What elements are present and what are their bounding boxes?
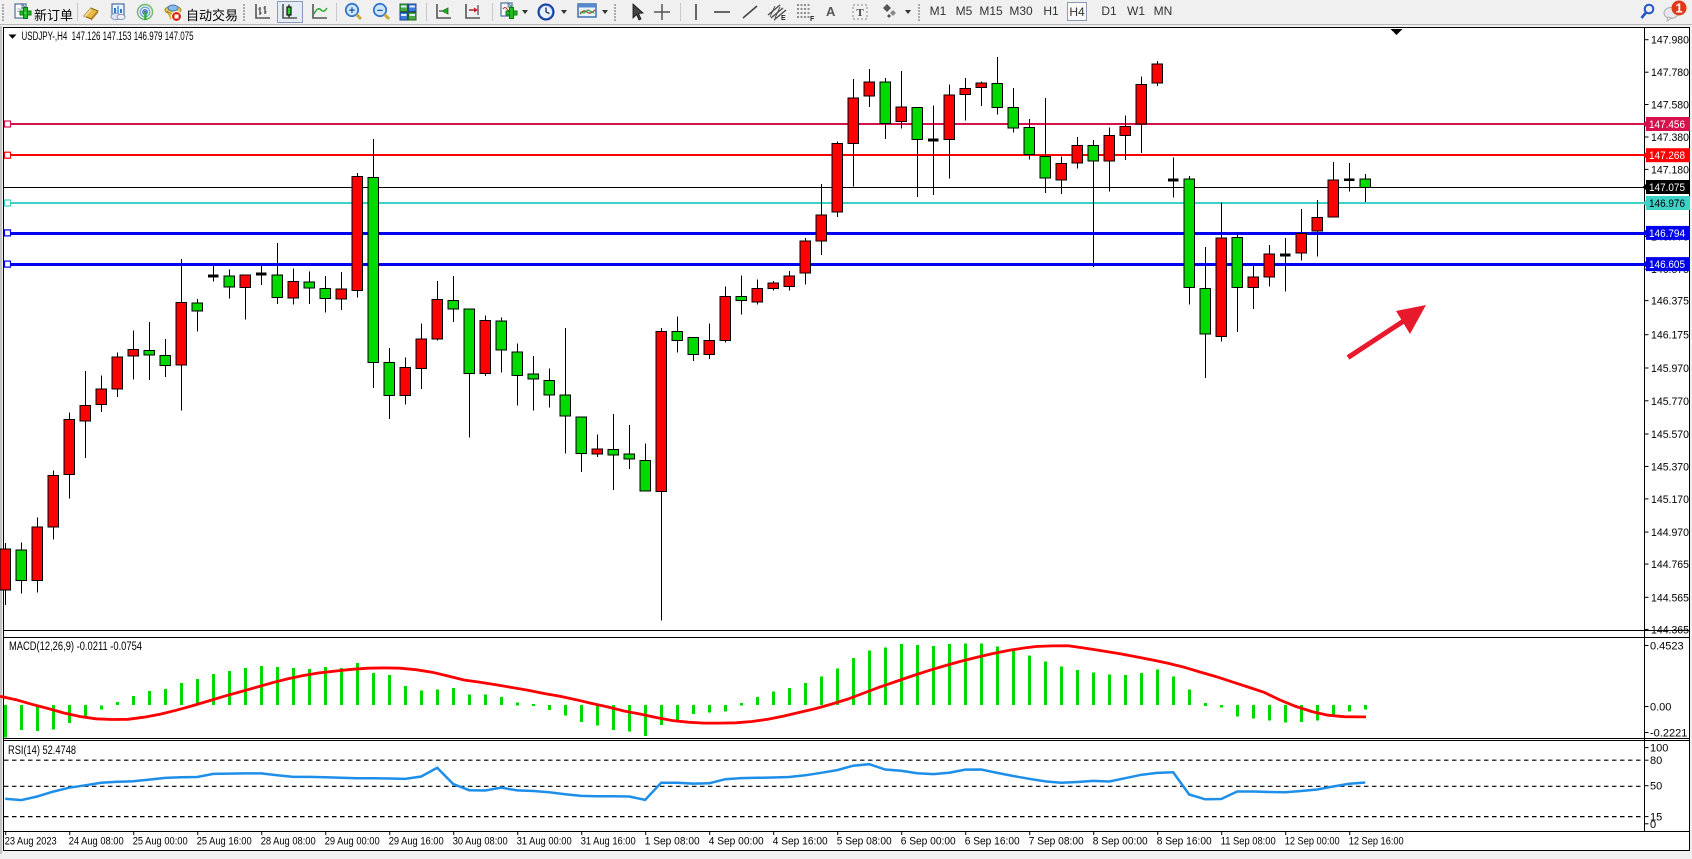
svg-text:147.180: 147.180 <box>1651 164 1689 176</box>
svg-text:1 Sep 08:00: 1 Sep 08:00 <box>645 836 700 848</box>
svg-text:31 Aug 16:00: 31 Aug 16:00 <box>581 836 636 848</box>
svg-text:146.794: 146.794 <box>1649 228 1685 240</box>
svg-text:+: + <box>349 5 355 17</box>
svg-text:8 Sep 00:00: 8 Sep 00:00 <box>1093 836 1148 848</box>
svg-text:MACD(12,26,9) -0.0211 -0.0754: MACD(12,26,9) -0.0211 -0.0754 <box>9 641 142 653</box>
svg-text:144.970: 144.970 <box>1651 527 1689 539</box>
svg-text:29 Aug 00:00: 29 Aug 00:00 <box>325 836 380 848</box>
svg-text:15: 15 <box>1650 812 1662 824</box>
svg-text:30 Aug 08:00: 30 Aug 08:00 <box>453 836 508 848</box>
svg-text:145.370: 145.370 <box>1651 461 1689 473</box>
svg-text:147.580: 147.580 <box>1651 100 1689 112</box>
svg-text:11 Sep 08:00: 11 Sep 08:00 <box>1221 836 1276 848</box>
svg-text:147.380: 147.380 <box>1651 132 1689 144</box>
svg-text:145.970: 145.970 <box>1651 363 1689 375</box>
svg-text:147.456: 147.456 <box>1649 119 1685 131</box>
svg-text:12 Sep 16:00: 12 Sep 16:00 <box>1349 836 1404 848</box>
svg-text:5 Sep 08:00: 5 Sep 08:00 <box>837 836 892 848</box>
svg-text:23 Aug 2023: 23 Aug 2023 <box>5 836 57 848</box>
svg-text:6 Sep 16:00: 6 Sep 16:00 <box>965 836 1020 848</box>
svg-text:0: 0 <box>1650 819 1656 831</box>
svg-text:145.570: 145.570 <box>1651 429 1689 441</box>
svg-text:4 Sep 00:00: 4 Sep 00:00 <box>709 836 764 848</box>
svg-text:USDJPY-,H4 147.126 147.153 14: USDJPY-,H4 147.126 147.153 146.979 147.0… <box>22 31 194 43</box>
svg-text:80: 80 <box>1650 755 1662 767</box>
svg-text:147.075: 147.075 <box>1649 182 1685 194</box>
svg-text:50: 50 <box>1650 781 1662 793</box>
svg-text:25 Aug 16:00: 25 Aug 16:00 <box>197 836 252 848</box>
svg-text:146.175: 146.175 <box>1651 330 1689 342</box>
svg-text:-0.2221: -0.2221 <box>1650 728 1687 740</box>
svg-text:F: F <box>810 16 815 23</box>
svg-text:1: 1 <box>1675 1 1682 16</box>
svg-text:8 Sep 16:00: 8 Sep 16:00 <box>1157 836 1212 848</box>
svg-text:100: 100 <box>1650 743 1668 755</box>
svg-text:0.4523: 0.4523 <box>1650 641 1684 653</box>
svg-text:28 Aug 08:00: 28 Aug 08:00 <box>261 836 316 848</box>
svg-text:31 Aug 00:00: 31 Aug 00:00 <box>517 836 572 848</box>
svg-text:T: T <box>856 7 864 19</box>
svg-text:146.375: 146.375 <box>1651 296 1689 308</box>
svg-text:RSI(14) 52.4748: RSI(14) 52.4748 <box>8 745 76 757</box>
svg-text:144.565: 144.565 <box>1651 592 1689 604</box>
svg-text:7 Sep 08:00: 7 Sep 08:00 <box>1029 836 1084 848</box>
svg-text:144.365: 144.365 <box>1651 624 1689 636</box>
svg-text:147.980: 147.980 <box>1651 35 1689 47</box>
svg-text:25 Aug 00:00: 25 Aug 00:00 <box>133 836 188 848</box>
svg-text:0.00: 0.00 <box>1650 702 1671 714</box>
svg-text:24 Aug 08:00: 24 Aug 08:00 <box>69 836 124 848</box>
svg-text:4 Sep 16:00: 4 Sep 16:00 <box>773 836 828 848</box>
svg-text:147.268: 147.268 <box>1649 150 1685 162</box>
svg-text:−: − <box>377 5 383 17</box>
svg-text:6 Sep 00:00: 6 Sep 00:00 <box>901 836 956 848</box>
svg-text:E: E <box>781 15 786 22</box>
svg-text:145.170: 145.170 <box>1651 494 1689 506</box>
svg-text:144.765: 144.765 <box>1651 559 1689 571</box>
svg-text:146.976: 146.976 <box>1649 198 1685 210</box>
svg-text:145.770: 145.770 <box>1651 396 1689 408</box>
svg-text:29 Aug 16:00: 29 Aug 16:00 <box>389 836 444 848</box>
svg-text:12 Sep 00:00: 12 Sep 00:00 <box>1285 836 1340 848</box>
svg-text:146.605: 146.605 <box>1649 259 1685 271</box>
svg-text:147.780: 147.780 <box>1651 67 1689 79</box>
